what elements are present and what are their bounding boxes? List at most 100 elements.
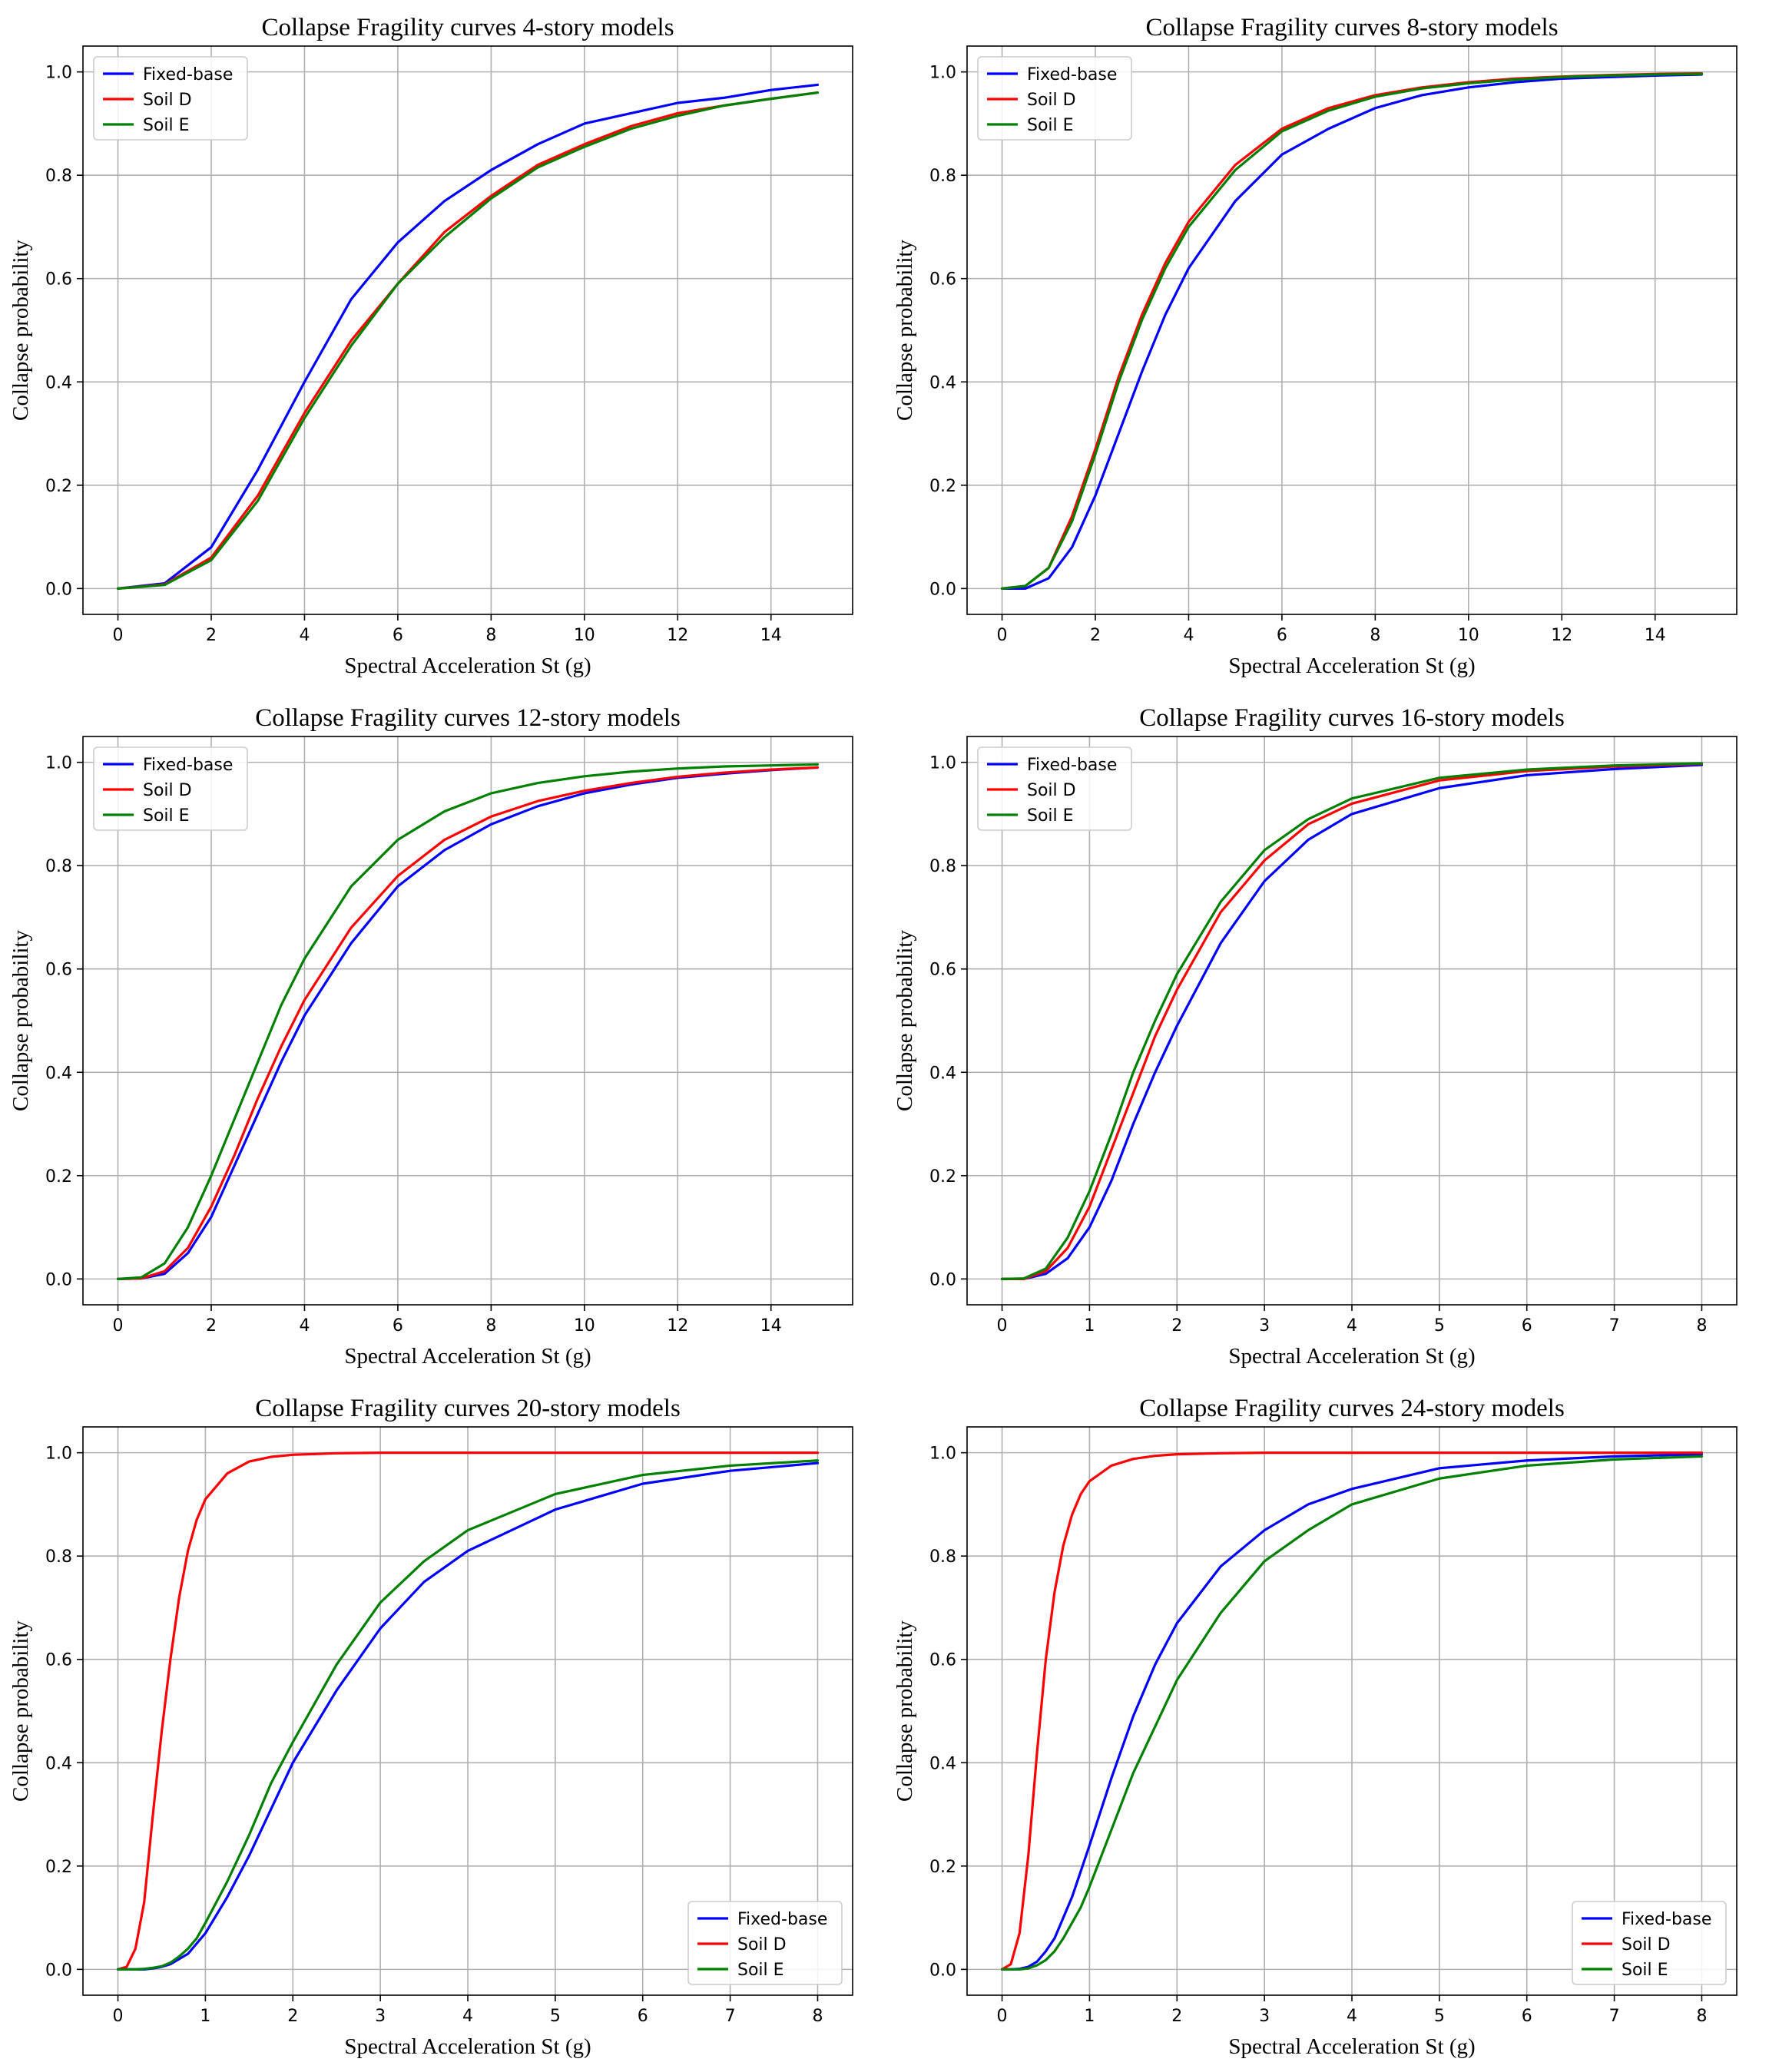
x-tick-label: 4	[299, 626, 310, 645]
x-tick-label: 2	[287, 2007, 298, 2026]
y-axis-label: Collapse probability	[8, 930, 33, 1111]
series-line-fixed-base	[116, 83, 820, 590]
x-tick-label: 12	[667, 1316, 688, 1336]
x-tick-label: 5	[1434, 1316, 1445, 1336]
x-tick-label: 0	[997, 2007, 1008, 2026]
series-line-fixed-base	[1000, 763, 1704, 1280]
y-tick-label: 1.0	[45, 64, 72, 83]
series-line-soil-d	[1000, 1451, 1704, 1971]
series-line-soil-d	[116, 766, 820, 1280]
y-tick-label: 0.8	[45, 167, 72, 186]
y-tick-label: 0.0	[929, 1270, 956, 1289]
legend: Fixed-base Soil D Soil E	[977, 746, 1132, 831]
y-tick-label: 0.6	[45, 1651, 72, 1670]
legend-label: Soil E	[1027, 116, 1074, 135]
legend-label: Fixed-base	[737, 1910, 827, 1929]
x-tick-label: 0	[113, 626, 124, 645]
y-tick-label: 0.2	[45, 1858, 72, 1877]
y-tick-label: 0.2	[929, 1858, 956, 1877]
x-tick-label: 7	[1609, 1316, 1620, 1336]
x-tick-label: 4	[1347, 2007, 1357, 2026]
legend-box	[687, 1901, 843, 1985]
legend: Fixed-base Soil D Soil E	[93, 56, 248, 141]
plot-frame	[82, 736, 853, 1306]
x-axis-label: Spectral Acceleration St (g)	[1228, 1344, 1475, 1369]
x-tick-label: 1	[1084, 1316, 1095, 1336]
y-tick-label: 0.4	[929, 373, 956, 392]
x-tick-label: 6	[1522, 2007, 1532, 2026]
y-tick-label: 0.6	[45, 270, 72, 290]
y-tick-label: 0.4	[45, 1064, 72, 1083]
legend-label: Fixed-base	[1622, 1910, 1711, 1929]
legend-label: Soil E	[737, 1961, 784, 1980]
plot-frame	[966, 45, 1738, 615]
chart-title: Collapse Fragility curves 12-story model…	[255, 704, 681, 732]
x-tick-label: 7	[1609, 2007, 1620, 2026]
chart-panel-24-story: Collapse Fragility curves 24-story model…	[884, 1381, 1768, 2071]
chart-title: Collapse Fragility curves 20-story model…	[255, 1395, 681, 1422]
x-tick-label: 10	[1458, 626, 1479, 645]
x-tick-label: 8	[1696, 1316, 1707, 1336]
x-tick-label: 8	[485, 626, 496, 645]
y-tick-label: 0.2	[45, 477, 72, 496]
legend-label: Fixed-base	[1027, 65, 1117, 84]
x-tick-label: 8	[485, 1316, 496, 1336]
x-tick-label: 8	[1696, 2007, 1707, 2026]
x-tick-label: 3	[1259, 1316, 1270, 1336]
y-tick-label: 0.6	[45, 961, 72, 980]
x-tick-label: 12	[667, 626, 688, 645]
legend-label: Soil E	[1622, 1961, 1668, 1980]
x-tick-label: 14	[760, 1316, 782, 1336]
legend-box	[93, 56, 248, 141]
y-axis-label: Collapse probability	[893, 930, 917, 1111]
y-tick-label: 0.8	[929, 857, 956, 876]
x-tick-label: 0	[997, 626, 1008, 645]
chart-title: Collapse Fragility curves 16-story model…	[1139, 704, 1565, 732]
chart-svg: Collapse Fragility curves 16-story model…	[893, 704, 1738, 1369]
series-line-soil-d	[1000, 763, 1704, 1280]
legend-label: Fixed-base	[143, 65, 233, 84]
series-line-soil-d	[116, 1451, 820, 1971]
x-tick-label: 4	[299, 1316, 310, 1336]
x-tick-label: 3	[1259, 2007, 1270, 2026]
y-tick-label: 0.0	[45, 580, 72, 599]
x-tick-label: 1	[1084, 2007, 1095, 2026]
chart-panel-8-story: Collapse Fragility curves 8-story models…	[884, 0, 1768, 690]
x-tick-label: 5	[550, 2007, 561, 2026]
x-axis-label: Spectral Acceleration St (g)	[1228, 2034, 1475, 2059]
chart-panel-16-story: Collapse Fragility curves 16-story model…	[884, 690, 1768, 1381]
y-axis-label: Collapse probability	[8, 1620, 33, 1802]
legend-label: Soil D	[143, 781, 192, 800]
x-tick-label: 7	[725, 2007, 736, 2026]
x-tick-label: 5	[1434, 2007, 1445, 2026]
x-tick-label: 6	[393, 1316, 403, 1336]
legend-label: Soil D	[1027, 781, 1076, 800]
y-tick-label: 0.0	[45, 1270, 72, 1289]
x-tick-label: 2	[206, 626, 217, 645]
series-line-fixed-base	[1000, 73, 1704, 590]
legend-box	[1572, 1901, 1727, 1985]
chart-title: Collapse Fragility curves 4-story models	[261, 14, 674, 41]
x-tick-label: 2	[1090, 626, 1101, 645]
y-tick-label: 0.0	[929, 1961, 956, 1980]
chart-panel-12-story: Collapse Fragility curves 12-story model…	[0, 690, 884, 1381]
y-tick-label: 0.8	[45, 857, 72, 876]
chart-title: Collapse Fragility curves 24-story model…	[1139, 1395, 1565, 1422]
series-line-fixed-base	[116, 766, 820, 1280]
series-line-soil-d	[116, 91, 820, 590]
legend-label: Soil E	[1027, 806, 1074, 826]
x-tick-label: 4	[1347, 1316, 1357, 1336]
x-tick-label: 0	[997, 1316, 1008, 1336]
y-tick-label: 0.2	[929, 1167, 956, 1187]
x-tick-label: 0	[113, 2007, 124, 2026]
x-axis-label: Spectral Acceleration St (g)	[1228, 654, 1475, 678]
chart-svg: Collapse Fragility curves 24-story model…	[893, 1395, 1738, 2059]
y-tick-label: 0.6	[929, 1651, 956, 1670]
series-line-fixed-base	[1000, 1453, 1704, 1971]
x-axis-label: Spectral Acceleration St (g)	[344, 2034, 591, 2059]
chart-title: Collapse Fragility curves 8-story models	[1145, 14, 1558, 41]
y-tick-label: 1.0	[45, 754, 72, 773]
chart-panel-20-story: Collapse Fragility curves 20-story model…	[0, 1381, 884, 2071]
y-tick-label: 0.4	[45, 1754, 72, 1773]
